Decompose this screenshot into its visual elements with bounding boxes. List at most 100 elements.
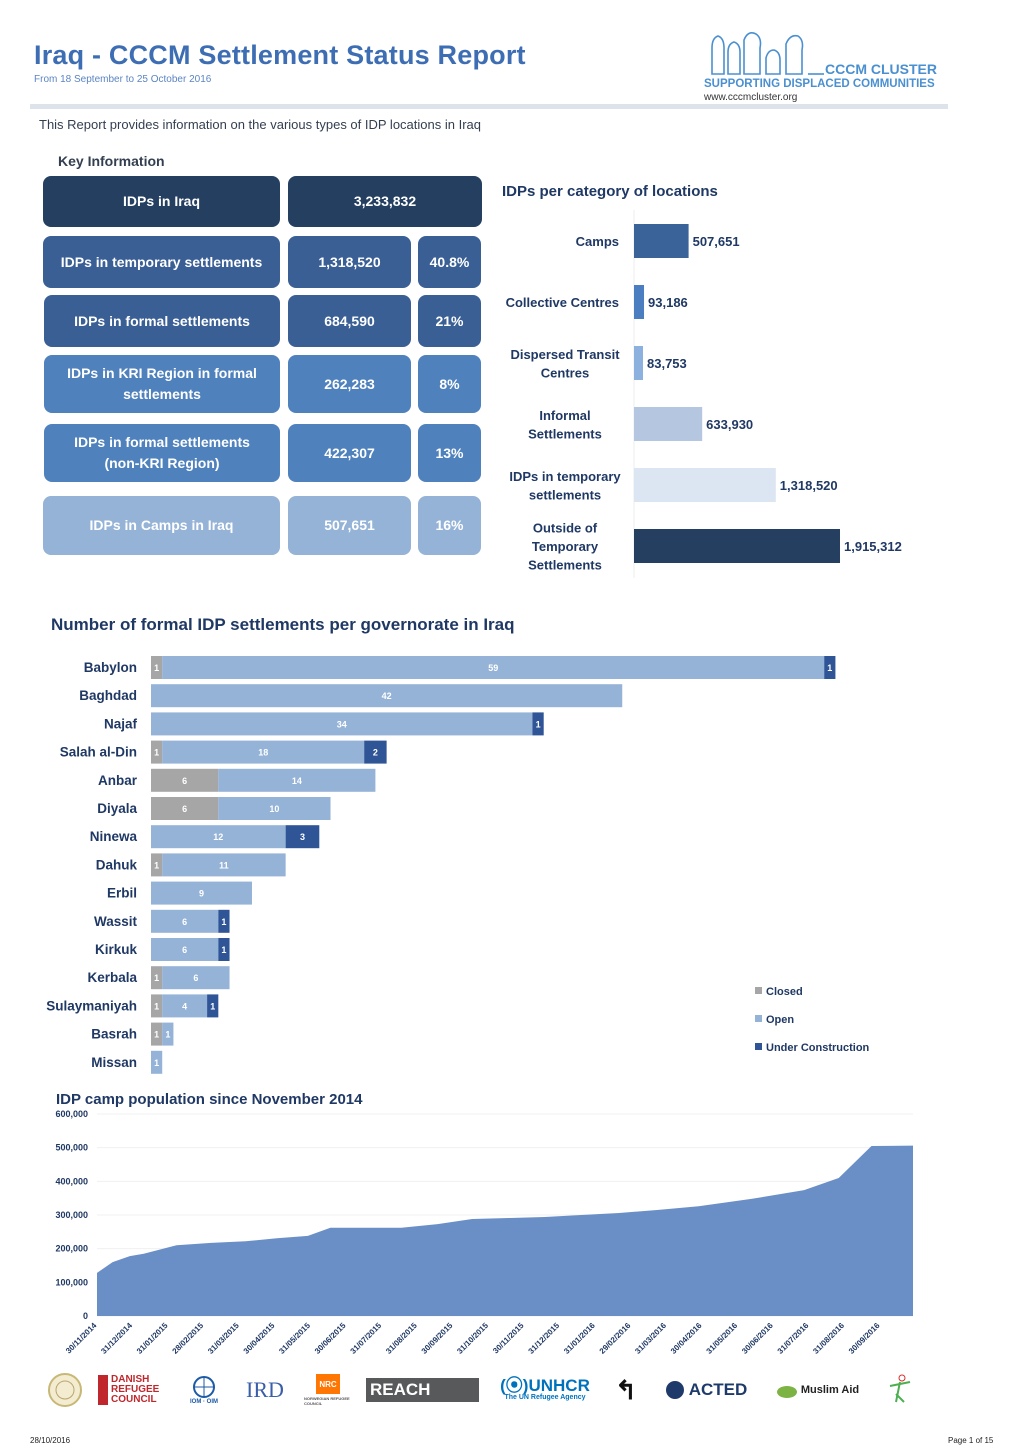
governorate-segment-label: 12 <box>213 832 223 842</box>
x-tick-label: 30/11/2015 <box>491 1321 526 1356</box>
people-silhouettes-icon <box>711 32 824 75</box>
governorate-bar-segment <box>151 853 163 877</box>
key-value-kri-formal: 262,283 <box>288 355 411 413</box>
logo-name: CCCM CLUSTER <box>825 61 937 77</box>
governorate-segment-label: 14 <box>292 776 302 786</box>
key-percent-temporary-settlements: 40.8% <box>418 236 481 288</box>
governorate-bar-segment <box>162 656 825 679</box>
governorate-segment-label: 1 <box>154 973 159 983</box>
camp-population-area <box>97 1145 913 1316</box>
category-bar <box>634 529 840 563</box>
governorate-bar-segment <box>151 768 219 792</box>
governorate-segment-label: 10 <box>269 804 279 814</box>
category-label: Outside of <box>533 521 598 536</box>
governorate-label: Kirkuk <box>95 942 138 957</box>
governorate-bar-segment <box>162 966 230 990</box>
governorate-segment-label: 34 <box>337 719 347 729</box>
governorate-bar-segment <box>285 825 320 849</box>
key-label-non-kri-formal: IDPs in formal settlements (non-KRI Regi… <box>44 424 280 482</box>
governorate-bar-segment <box>151 994 163 1018</box>
key-value-formal-settlements: 684,590 <box>288 295 411 347</box>
category-value-label: 507,651 <box>693 234 740 249</box>
x-tick-label: 28/02/2015 <box>171 1321 206 1356</box>
cccm-cluster-logo: CCCM CLUSTER SUPPORTING DISPLACED COMMUN… <box>700 28 950 104</box>
key-value-idps-in-iraq: 3,233,832 <box>288 176 482 227</box>
governorate-bar-segment <box>218 797 331 820</box>
x-tick-label: 29/02/2016 <box>598 1321 633 1356</box>
partner-logo-muslim-aid: Muslim Aid <box>770 1372 864 1408</box>
governorate-segment-label: 6 <box>182 945 187 955</box>
key-value-camps: 507,651 <box>288 496 411 555</box>
governorate-segment-label: 1 <box>154 1001 159 1011</box>
governorate-label: Sulaymaniyah <box>46 998 137 1013</box>
logo-tagline: SUPPORTING DISPLACED COMMUNITIES <box>704 78 935 90</box>
x-tick-label: 31/05/2015 <box>277 1321 312 1356</box>
key-label-formal-settlements: IDPs in formal settlements <box>44 295 280 347</box>
category-value-label: 633,930 <box>706 417 753 432</box>
governorate-label: Baghdad <box>79 688 137 703</box>
governorate-segment-label: 6 <box>182 776 187 786</box>
x-tick-label: 31/08/2016 <box>811 1321 846 1356</box>
partner-logo-acted: ACTED <box>658 1372 754 1408</box>
key-label-idps-in-iraq: IDPs in Iraq <box>43 176 280 227</box>
governorate-segment-label: 6 <box>182 804 187 814</box>
x-tick-label: 30/04/2016 <box>669 1321 704 1356</box>
partner-logo-nrc: NRC NORWEGIAN REFUGEE COUNCIL <box>304 1372 352 1408</box>
partner-logo-ministry <box>46 1372 84 1408</box>
governorate-label: Wassit <box>94 914 138 929</box>
governorate-segment-label: 1 <box>165 1030 170 1040</box>
category-value-label: 1,318,520 <box>780 478 838 493</box>
key-value-non-kri-formal: 422,307 <box>288 424 411 482</box>
legend-swatch-open <box>755 1015 762 1022</box>
governorate-label: Diyala <box>97 801 137 816</box>
governorate-segment-label: 59 <box>488 663 498 673</box>
governorate-segment-label: 42 <box>382 691 392 701</box>
governorate-chart-title: Number of formal IDP settlements per gov… <box>51 615 515 634</box>
governorate-segment-label: 1 <box>827 663 832 673</box>
key-information-title: Key Information <box>58 153 165 169</box>
governorate-label: Salah al-Din <box>60 745 137 760</box>
legend-swatch-closed <box>755 987 762 994</box>
governorate-label: Anbar <box>98 773 138 788</box>
legend-label-under_construction: Under Construction <box>766 1042 870 1054</box>
governorate-segment-label: 1 <box>221 945 226 955</box>
governorate-label: Dahuk <box>96 857 138 872</box>
category-label: Informal <box>539 408 590 423</box>
governorate-bar-segment <box>364 740 387 764</box>
category-bar <box>634 468 776 502</box>
key-value-temporary-settlements: 1,318,520 <box>288 236 411 288</box>
x-tick-label: 31/01/2016 <box>562 1321 597 1356</box>
governorate-label: Basrah <box>91 1027 137 1042</box>
intro-text: This Report provides information on the … <box>39 117 481 132</box>
x-tick-label: 31/03/2016 <box>633 1321 668 1356</box>
governorate-bar-segment <box>151 684 623 708</box>
governorate-bar-segment <box>151 966 163 990</box>
x-tick-label: 30/09/2015 <box>420 1321 455 1356</box>
governorate-bar-segment <box>151 712 533 736</box>
category-label: Centres <box>541 365 589 380</box>
y-tick-label: 500,000 <box>55 1143 88 1153</box>
header-divider <box>30 104 948 109</box>
x-tick-label: 31/03/2015 <box>206 1321 241 1356</box>
logo-url[interactable]: www.cccmcluster.org <box>704 92 798 103</box>
governorate-bar-segment <box>532 712 544 736</box>
category-bar <box>634 285 645 319</box>
key-label-temporary-settlements: IDPs in temporary settlements <box>43 236 280 288</box>
governorate-bar-segment <box>218 768 376 792</box>
partner-logo-yao <box>878 1372 920 1408</box>
governorate-segment-label: 1 <box>154 1030 159 1040</box>
page-number: Page 1 of 15 <box>948 1436 994 1445</box>
governorate-bar-segment <box>218 909 230 933</box>
category-label: Camps <box>576 234 619 249</box>
x-tick-label: 30/06/2015 <box>313 1321 348 1356</box>
governorate-segment-label: 18 <box>258 748 268 758</box>
governorate-segment-label: 2 <box>373 748 378 758</box>
governorate-bar-segment <box>151 1022 163 1046</box>
category-value-label: 93,186 <box>648 295 688 310</box>
y-tick-label: 100,000 <box>55 1277 88 1287</box>
governorate-bar-segment <box>151 825 286 849</box>
governorate-bar-segment <box>207 994 219 1018</box>
partner-logo-reach: REACH <box>366 1378 479 1402</box>
x-tick-label: 31/05/2016 <box>705 1321 740 1356</box>
x-tick-label: 31/07/2015 <box>349 1321 384 1356</box>
